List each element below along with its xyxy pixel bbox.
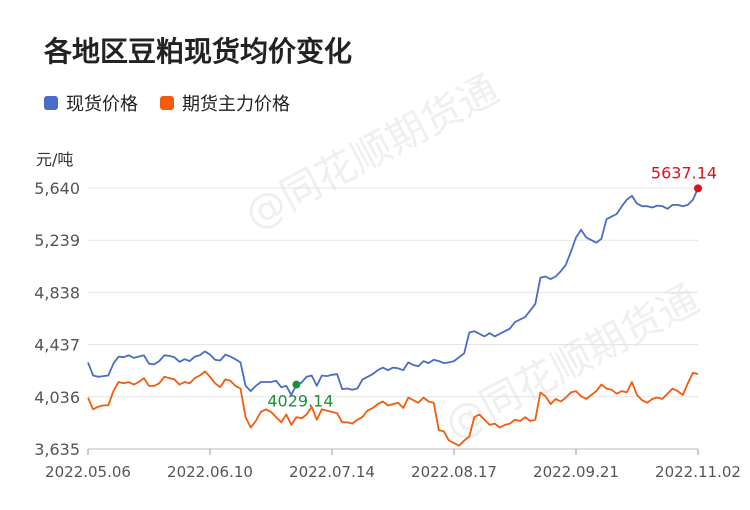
y-tick-label: 5,239 xyxy=(34,231,80,250)
x-tick-label: 2022.11.02 xyxy=(655,463,741,481)
annotation-max-label: 5637.14 xyxy=(651,163,717,182)
legend-swatch-futures xyxy=(160,96,174,110)
y-tick-label: 4,838 xyxy=(34,283,80,302)
x-tick-label: 2022.08.17 xyxy=(411,463,497,481)
legend-label-spot: 现货价格 xyxy=(66,94,138,115)
chart-title: 各地区豆粕现货均价变化 xyxy=(44,35,353,68)
legend: 现货价格 期货主力价格 xyxy=(44,90,312,116)
x-tick-label: 2022.09.21 xyxy=(533,463,619,481)
y-tick-label: 4,437 xyxy=(34,336,80,355)
series-line-spot xyxy=(87,188,699,396)
legend-item-spot[interactable]: 现货价格 xyxy=(44,90,138,116)
annotation-min-label: 4029.14 xyxy=(267,392,333,411)
legend-swatch-spot xyxy=(44,96,58,110)
annotation-point xyxy=(292,380,301,389)
legend-label-futures: 期货主力价格 xyxy=(182,94,290,115)
series-line-futures xyxy=(87,370,699,447)
y-axis-unit: 元/吨 xyxy=(36,150,74,169)
legend-item-futures[interactable]: 期货主力价格 xyxy=(160,90,290,116)
y-tick-label: 5,640 xyxy=(34,179,80,198)
y-tick-label: 4,036 xyxy=(34,388,80,407)
y-tick-label: 3,635 xyxy=(34,440,80,459)
x-tick-label: 2022.05.06 xyxy=(45,463,131,481)
x-tick-label: 2022.06.10 xyxy=(167,463,253,481)
x-tick-label: 2022.07.14 xyxy=(289,463,375,481)
annotation-point xyxy=(694,184,702,193)
